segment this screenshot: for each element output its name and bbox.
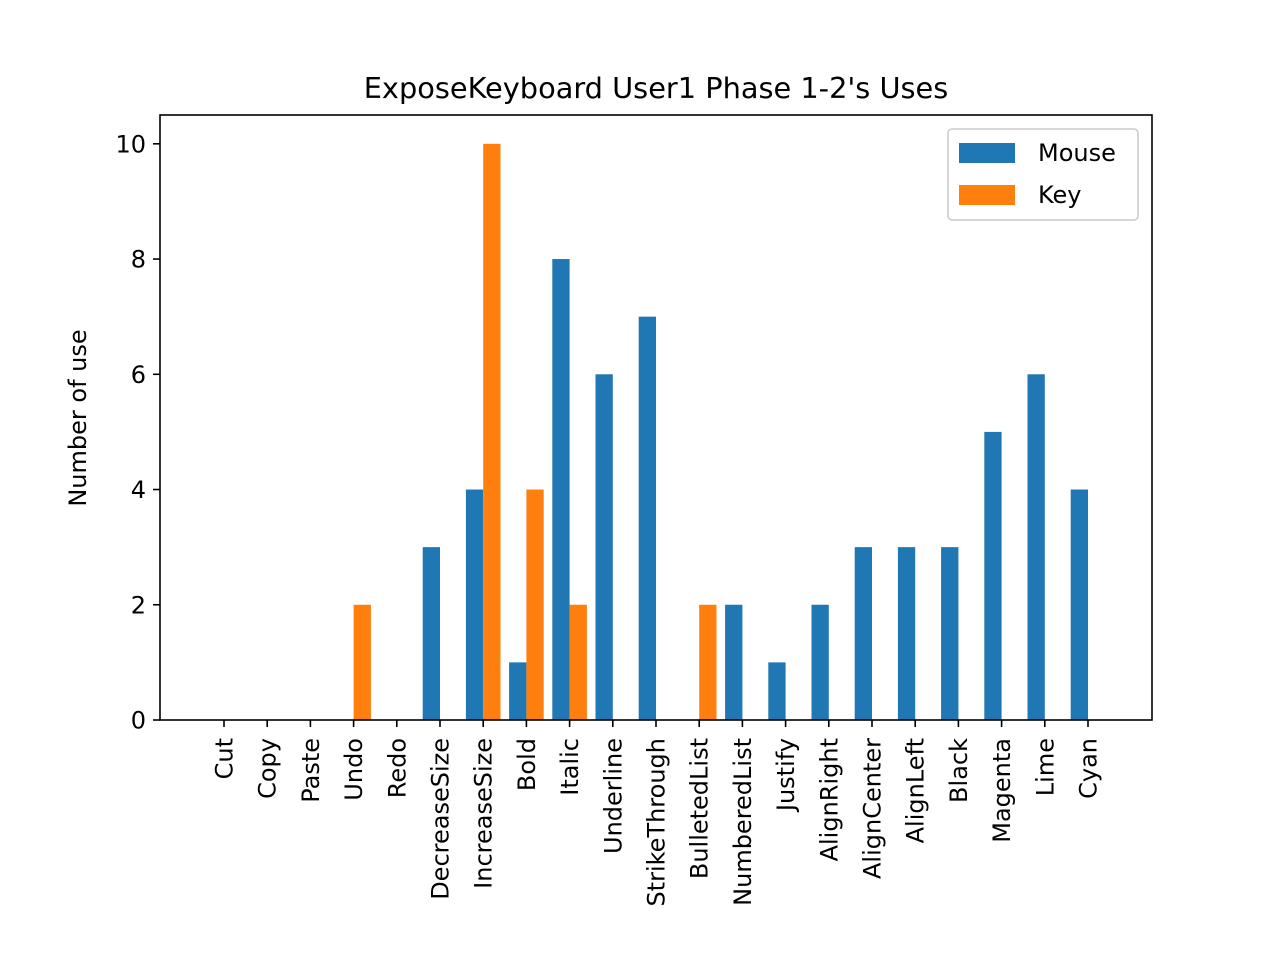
bar-mouse-increasesize (465, 489, 484, 720)
bar-mouse-alignleft (897, 547, 916, 720)
legend-label-key: Key (1038, 181, 1082, 209)
bar-mouse-magenta (984, 431, 1002, 720)
bar-mouse-underline (595, 374, 613, 720)
bar-mouse-alignright (811, 604, 829, 720)
x-tick-label-paste: Paste (297, 738, 325, 803)
y-tick-label: 4 (131, 476, 146, 504)
x-tick-label-alignright: AlignRight (815, 738, 843, 861)
bar-mouse-justify (768, 662, 786, 720)
legend-label-mouse: Mouse (1038, 139, 1116, 167)
bar-mouse-decreasesize (422, 547, 440, 720)
plot-frame (159, 114, 1153, 721)
bar-mouse-lime (1027, 374, 1045, 720)
bar-key-undo (353, 604, 371, 720)
x-tick-label-aligncenter: AlignCenter (859, 738, 887, 879)
bar-key-increasesize (483, 143, 501, 720)
x-tick-label-bold: Bold (513, 738, 541, 791)
x-tick-label-cyan: Cyan (1075, 738, 1103, 799)
y-axis-ticks: 0 2 4 6 8 10 (115, 130, 160, 735)
x-tick-label-strikethrough: StrikeThrough (643, 738, 671, 907)
bar-mouse-bold (509, 662, 527, 720)
x-tick-label-undo: Undo (340, 738, 368, 801)
legend-swatch-mouse (959, 143, 1015, 163)
x-tick-label-underline: Underline (599, 738, 627, 854)
x-tick-label-copy: Copy (254, 738, 282, 799)
x-tick-label-increasesize: IncreaseSize (470, 738, 498, 889)
bar-key-bold (526, 489, 544, 720)
y-tick-label: 0 (131, 707, 146, 735)
x-tick-label-justify: Justify (772, 738, 800, 813)
x-tick-label-cut: Cut (211, 738, 239, 779)
legend: Mouse Key (947, 128, 1139, 221)
bars-group (353, 143, 1088, 720)
chart-title: ExposeKeyboard User1 Phase 1-2's Uses (364, 71, 949, 105)
legend-swatch-key (959, 185, 1015, 205)
bar-mouse-numberedlist (725, 604, 743, 720)
y-tick-label: 2 (131, 591, 146, 619)
x-tick-label-numberedlist: NumberedList (729, 738, 757, 906)
bar-mouse-strikethrough (638, 316, 656, 720)
y-tick-label: 10 (115, 130, 146, 158)
bar-mouse-cyan (1070, 489, 1088, 720)
x-tick-label-decreasesize: DecreaseSize (427, 738, 455, 900)
y-axis-label: Number of use (64, 329, 92, 506)
x-tick-label-italic: Italic (556, 738, 584, 796)
x-tick-label-magenta: Magenta (988, 738, 1016, 843)
bar-mouse-italic (552, 259, 570, 720)
x-tick-label-redo: Redo (383, 738, 411, 798)
y-tick-label: 8 (131, 246, 146, 274)
y-tick-label: 6 (131, 361, 146, 389)
bar-mouse-aligncenter (854, 547, 872, 720)
bar-mouse-black (941, 547, 959, 720)
x-tick-label-black: Black (945, 738, 973, 803)
x-tick-label-lime: Lime (1031, 738, 1059, 796)
bar-key-italic (569, 604, 587, 720)
x-tick-label-bulletedlist: BulletedList (686, 738, 714, 879)
x-tick-label-alignleft: AlignLeft (902, 738, 930, 843)
x-axis-ticks: Cut Copy Paste Undo Redo DecreaseSize Increase… (211, 720, 1103, 907)
bar-key-bulletedlist (699, 604, 717, 720)
